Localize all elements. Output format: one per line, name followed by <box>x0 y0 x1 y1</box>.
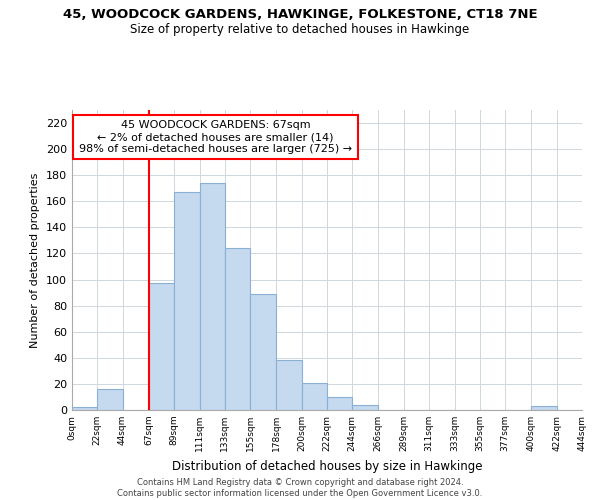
Bar <box>277 360 302 410</box>
Text: Size of property relative to detached houses in Hawkinge: Size of property relative to detached ho… <box>130 22 470 36</box>
Bar <box>225 248 250 410</box>
Text: Contains HM Land Registry data © Crown copyright and database right 2024.
Contai: Contains HM Land Registry data © Crown c… <box>118 478 482 498</box>
Y-axis label: Number of detached properties: Number of detached properties <box>31 172 40 348</box>
Bar <box>174 192 199 410</box>
Bar <box>97 389 122 410</box>
Bar <box>149 284 174 410</box>
Bar <box>72 408 97 410</box>
Bar <box>327 397 352 410</box>
Bar <box>532 406 557 410</box>
Bar <box>199 183 225 410</box>
X-axis label: Distribution of detached houses by size in Hawkinge: Distribution of detached houses by size … <box>172 460 482 472</box>
Bar <box>352 405 377 410</box>
Bar <box>302 382 327 410</box>
Bar <box>250 294 277 410</box>
Text: 45 WOODCOCK GARDENS: 67sqm
← 2% of detached houses are smaller (14)
98% of semi-: 45 WOODCOCK GARDENS: 67sqm ← 2% of detac… <box>79 120 352 154</box>
Text: 45, WOODCOCK GARDENS, HAWKINGE, FOLKESTONE, CT18 7NE: 45, WOODCOCK GARDENS, HAWKINGE, FOLKESTO… <box>62 8 538 20</box>
